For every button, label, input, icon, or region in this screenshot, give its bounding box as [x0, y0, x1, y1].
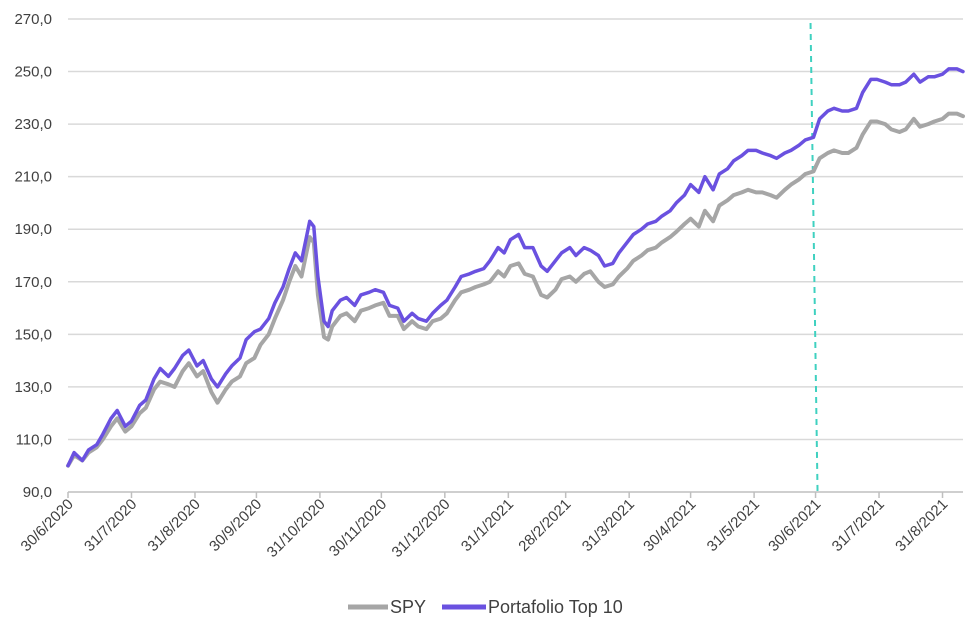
- series-lines: [66, 67, 965, 468]
- x-tick-label: 31/5/2021: [704, 496, 763, 555]
- x-tick-label: 31/12/2020: [389, 496, 454, 561]
- x-tick-label: 31/8/2021: [892, 496, 951, 555]
- gridlines: [68, 18, 963, 441]
- legend-label: Portafolio Top 10: [488, 597, 623, 617]
- y-axis: 270,0 250,0 230,0 210,0 190,0 170,0 150,0 130,0…: [14, 11, 52, 501]
- x-tick-label: 31/7/2020: [81, 496, 140, 555]
- y-tick-label: 90,0: [23, 484, 52, 501]
- x-tick-label: 31/8/2020: [145, 496, 204, 555]
- y-tick-label: 230,0: [14, 116, 52, 133]
- legend-label: SPY: [390, 597, 426, 617]
- series-line-portafolio-top-10: [66, 67, 965, 468]
- series-line-spy: [66, 111, 965, 468]
- x-tick-label: 28/2/2021: [515, 496, 574, 555]
- y-tick-label: 130,0: [14, 379, 52, 396]
- y-tick-label: 250,0: [14, 64, 52, 81]
- x-tick-label: 31/10/2020: [264, 496, 329, 561]
- y-tick-label: 110,0: [16, 431, 52, 448]
- y-tick-label: 190,0: [14, 221, 52, 238]
- x-tick-label: 30/9/2020: [206, 496, 265, 555]
- x-tick-label: 31/1/2021: [458, 496, 517, 555]
- legend: SPY Portafolio Top 10: [348, 597, 623, 617]
- x-axis: 30/6/2020 31/7/2020 31/8/2020 30/9/202031/1…: [18, 491, 963, 561]
- x-tick-label: 30/6/2021: [765, 496, 824, 555]
- y-tick-label: 270,0: [14, 11, 52, 28]
- x-tick-label: 30/11/2020: [326, 496, 390, 560]
- y-tick-label: 150,0: [14, 326, 52, 343]
- y-tick-label: 210,0: [14, 169, 52, 186]
- vertical-marker: [809, 22, 819, 493]
- y-tick-label: 170,0: [14, 274, 52, 291]
- x-tick-label: 31/7/2021: [829, 496, 888, 555]
- x-tick-label: 31/3/2021: [579, 496, 638, 555]
- x-tick-label: 30/6/2020: [18, 496, 77, 555]
- x-tick-label: 30/4/2021: [640, 496, 699, 555]
- marker-line: [809, 22, 819, 493]
